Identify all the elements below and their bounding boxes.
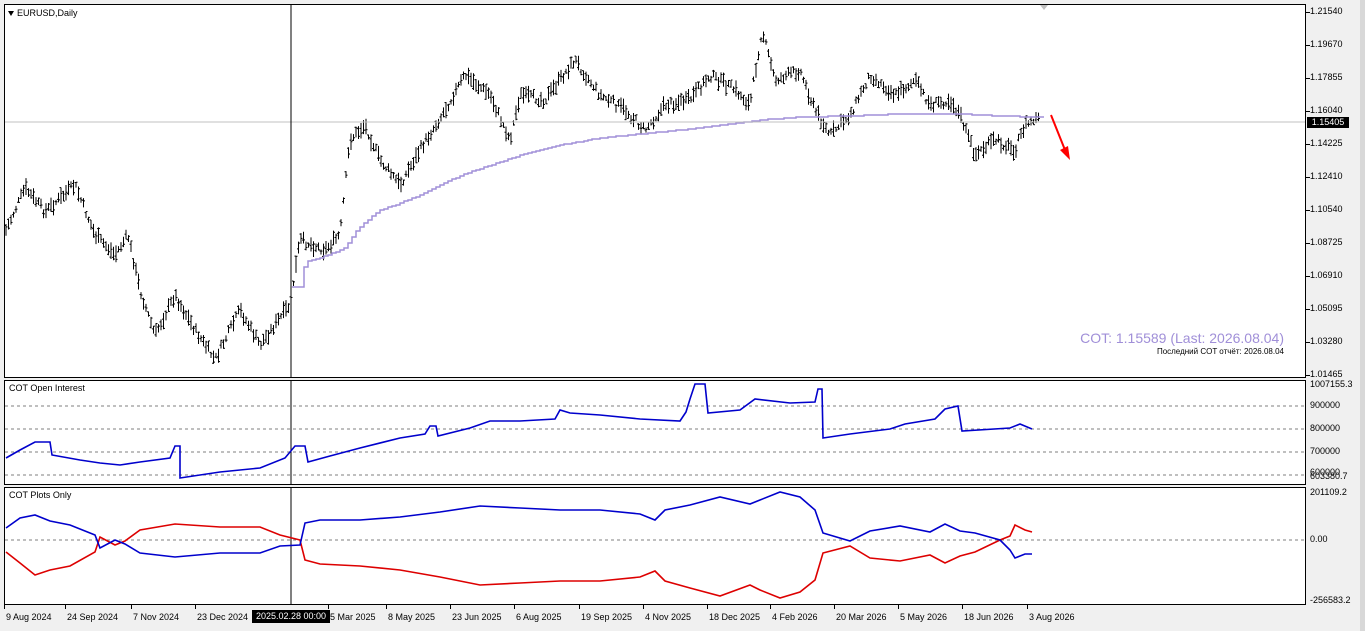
price-scale-label: 1.17855 <box>1310 72 1343 82</box>
long-positions-line <box>5 491 1032 559</box>
price-scale-tick <box>1306 375 1310 376</box>
date-label: 9 Aug 2024 <box>6 612 52 622</box>
price-scale-tick <box>1306 12 1310 13</box>
date-tick <box>834 605 835 609</box>
oi-scale-label: 1007155.3 <box>1310 379 1353 389</box>
date-label: 18 Dec 2025 <box>709 612 761 622</box>
date-label: 24 Sep 2024 <box>67 612 119 622</box>
symbol-label: EURUSD,Daily <box>17 8 78 18</box>
price-scale-label: 1.06910 <box>1310 270 1343 280</box>
date-label: 5 May 2026 <box>900 612 948 622</box>
date-tick <box>4 605 5 609</box>
date-label: 3 Aug 2026 <box>1029 612 1075 622</box>
date-label: 6 Aug 2025 <box>516 612 562 622</box>
price-scale-tick <box>1306 78 1310 79</box>
dropdown-triangle-icon[interactable] <box>8 11 14 17</box>
price-scale-tick <box>1306 111 1310 112</box>
price-scale-label: 1.10540 <box>1310 204 1343 214</box>
price-scale-label: 1.21540 <box>1310 6 1343 16</box>
date-label: 7 Nov 2024 <box>133 612 180 622</box>
oi-scale-label: 800000 <box>1310 423 1341 433</box>
symbol-title[interactable]: EURUSD,Daily <box>8 8 78 18</box>
date-label: 4 Feb 2026 <box>772 612 818 622</box>
oi-title: COT Open Interest <box>9 383 85 393</box>
date-axis[interactable] <box>0 605 1365 631</box>
price-scale-label: 1.19670 <box>1310 39 1343 49</box>
date-tick <box>898 605 899 609</box>
plots-scale-label: -256583.2 <box>1310 595 1351 605</box>
price-scale-label: 1.14225 <box>1310 138 1343 148</box>
date-tick <box>1027 605 1028 609</box>
cot-overlay-line <box>292 113 1044 288</box>
date-label: 5 Mar 2025 <box>330 612 376 622</box>
cot-plots-pane[interactable] <box>4 487 1306 605</box>
price-scale-tick <box>1306 276 1310 277</box>
price-scale-tick <box>1306 177 1310 178</box>
price-scale-label: 1.16040 <box>1310 105 1343 115</box>
oi-scale-label: 700000 <box>1310 446 1341 456</box>
price-scale-tick <box>1306 144 1310 145</box>
date-label: 8 May 2025 <box>388 612 436 622</box>
short-positions-line <box>5 523 1033 599</box>
date-tick <box>514 605 515 609</box>
plots-scale-label: 201109.2 <box>1310 487 1347 497</box>
oi-scale-label: 900000 <box>1310 400 1341 410</box>
date-tick <box>386 605 387 609</box>
date-tick <box>195 605 196 609</box>
date-tick <box>131 605 132 609</box>
date-tick <box>579 605 580 609</box>
cot-report-note: Последний COT отчёт: 2026.08.04 <box>1156 347 1284 356</box>
date-tick <box>65 605 66 609</box>
red-arrow-head-icon <box>1060 146 1070 160</box>
price-chart-pane[interactable] <box>4 4 1306 378</box>
date-label: 18 Jun 2026 <box>964 612 1014 622</box>
oi-scale-label: 603380.7 <box>1310 471 1348 481</box>
price-scale-label: 1.03280 <box>1310 336 1343 346</box>
date-label: 19 Sep 2025 <box>581 612 633 622</box>
date-tick <box>707 605 708 609</box>
oi-scale-label: 600000 <box>1310 467 1341 477</box>
price-scale-label: 1.01465 <box>1310 369 1343 379</box>
current-price-box: 1.15405 <box>1307 117 1349 128</box>
window-edge <box>1360 0 1365 631</box>
open-interest-pane[interactable] <box>4 380 1306 485</box>
crosshair-date-label: 2025.02.28 00:00 <box>252 610 330 623</box>
date-tick <box>328 605 329 609</box>
date-label: 20 Mar 2026 <box>836 612 887 622</box>
oi-line <box>5 383 1033 479</box>
date-tick <box>643 605 644 609</box>
plots-title: COT Plots Only <box>9 490 72 500</box>
date-label: 23 Dec 2024 <box>197 612 249 622</box>
price-scale-tick <box>1306 45 1310 46</box>
price-scale-tick <box>1306 309 1310 310</box>
date-tick <box>770 605 771 609</box>
date-label: 23 Jun 2025 <box>452 612 502 622</box>
price-scale-label: 1.08725 <box>1310 237 1343 247</box>
price-scale-tick <box>1306 210 1310 211</box>
price-scale-label: 1.05095 <box>1310 303 1343 313</box>
price-scale-tick <box>1306 342 1310 343</box>
price-scale-tick <box>1306 243 1310 244</box>
date-tick <box>450 605 451 609</box>
shift-marker-icon[interactable] <box>1040 5 1048 10</box>
date-label: 4 Nov 2025 <box>645 612 692 622</box>
cot-value-label: COT: 1.15589 (Last: 2026.08.04) <box>1080 330 1284 346</box>
date-tick <box>962 605 963 609</box>
plots-scale-label: 0.00 <box>1310 534 1328 544</box>
price-scale-label: 1.12410 <box>1310 171 1343 181</box>
